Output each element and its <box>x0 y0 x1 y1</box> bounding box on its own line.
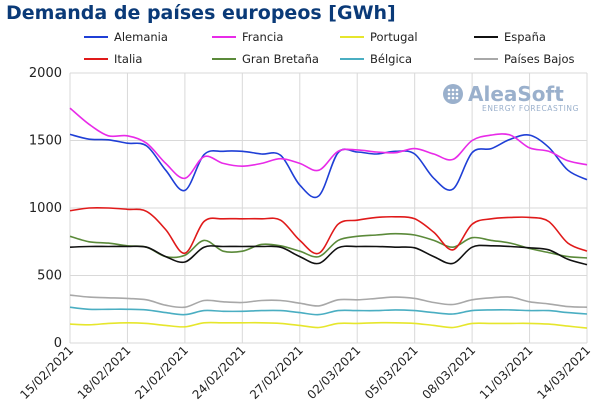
y-tick-label: 500 <box>37 269 62 284</box>
x-tick-label: 21/02/2021 <box>132 343 191 402</box>
chart-title: Demanda de países europeos [GWh] <box>6 2 396 24</box>
x-tick-label: 18/02/2021 <box>75 343 134 402</box>
logo-tagline: ENERGY FORECASTING <box>482 104 580 113</box>
legend-item-italia: Italia <box>84 52 142 66</box>
legend-item-gran-bretana: Gran Bretaña <box>212 52 319 66</box>
legend-item-francia: Francia <box>212 30 283 44</box>
legend-label: Alemania <box>114 30 168 44</box>
y-tick-label: 1500 <box>29 134 62 149</box>
legend-swatch <box>340 36 364 38</box>
x-tick-label: 08/03/2021 <box>419 343 478 402</box>
legend-item-espana: España <box>474 30 546 44</box>
legend-swatch <box>474 36 498 38</box>
legend-swatch <box>84 58 108 60</box>
legend-item-paises-bajos: Países Bajos <box>474 52 575 66</box>
aleasoft-logo: AleaSoft ENERGY FORECASTING <box>442 82 579 113</box>
x-tick-label: 02/03/2021 <box>305 343 364 402</box>
legend-swatch <box>84 36 108 38</box>
legend-label: Países Bajos <box>504 52 575 66</box>
x-tick-label: 15/02/2021 <box>17 343 76 402</box>
legend-swatch <box>340 58 364 60</box>
y-tick-label: 2000 <box>29 66 62 81</box>
series-line-francia <box>69 107 588 180</box>
legend-label: Bélgica <box>370 52 413 66</box>
series-line-bélgica <box>69 306 588 316</box>
y-axis-ticks: 0 500 1000 1500 2000 <box>29 66 62 351</box>
legend-swatch <box>212 36 236 38</box>
series-line-españa <box>69 244 588 266</box>
aleasoft-logo-icon <box>443 84 463 104</box>
legend-item-alemania: Alemania <box>84 30 168 44</box>
legend-swatch <box>474 58 498 60</box>
legend-label: Gran Bretaña <box>242 52 319 66</box>
series-line-países-bajos <box>69 294 588 309</box>
legend-label: Francia <box>242 30 284 44</box>
x-tick-label: 27/02/2021 <box>247 343 306 402</box>
chart-series <box>69 107 588 329</box>
series-line-portugal <box>69 321 588 329</box>
x-tick-label: 24/02/2021 <box>190 343 249 402</box>
x-axis-ticks: 15/02/202118/02/202121/02/202124/02/2021… <box>17 343 593 402</box>
legend-label: Portugal <box>370 30 418 44</box>
y-tick-label: 1000 <box>29 201 62 216</box>
legend-item-portugal: Portugal <box>340 30 418 44</box>
series-line-alemania <box>69 133 588 199</box>
x-tick-label: 05/03/2021 <box>362 343 421 402</box>
chart-legend: Alemania Francia Portugal España Italia … <box>84 30 594 70</box>
legend-swatch <box>212 58 236 60</box>
y-tick-label: 0 <box>54 336 62 351</box>
x-tick-label: 11/03/2021 <box>477 343 536 402</box>
logo-name: AleaSoft <box>468 82 564 106</box>
legend-item-belgica: Bélgica <box>340 52 412 66</box>
series-line-italia <box>69 206 588 255</box>
legend-label: Italia <box>114 52 143 66</box>
x-tick-label: 14/03/2021 <box>534 343 593 402</box>
legend-label: España <box>504 30 546 44</box>
